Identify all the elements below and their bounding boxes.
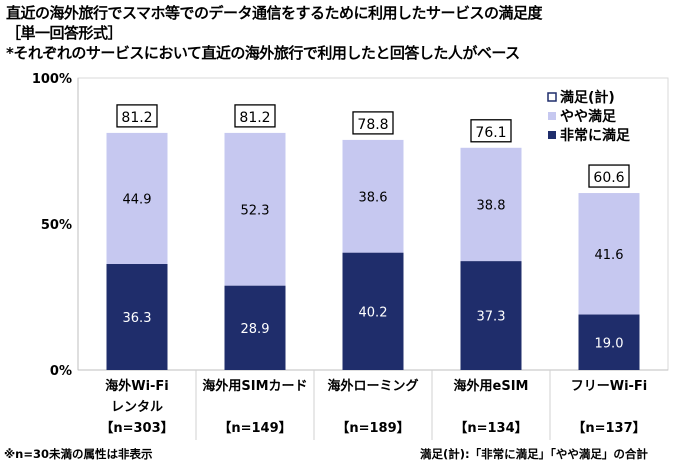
data-label: 19.0 — [595, 336, 624, 351]
total-label: 60.6 — [593, 170, 624, 186]
chart-title: 直近の海外旅行でスマホ等でのデータ通信をするために利用したサービスの満足度 — [6, 4, 543, 22]
x-tick-label: 海外Wi-Fi — [105, 378, 169, 394]
x-tick-label: 【n=189】 — [336, 420, 409, 436]
data-label: 28.9 — [241, 322, 270, 337]
x-tick-label: 【n=137】 — [572, 420, 645, 436]
x-tick-label: フリーWi-Fi — [571, 379, 648, 394]
total-label: 76.1 — [475, 125, 506, 141]
x-tick-label: 海外用eSIM — [454, 378, 529, 394]
bar-segment — [106, 264, 168, 370]
total-label: 78.8 — [357, 117, 388, 133]
data-label: 41.6 — [595, 248, 624, 263]
x-tick-label: 海外ローミング — [327, 378, 418, 394]
bar-segment — [578, 314, 640, 370]
total-box — [470, 119, 512, 143]
y-tick-label: 50% — [41, 218, 72, 233]
chart-subtitle: ［単一回答形式］ — [6, 24, 123, 42]
bar-segment — [460, 261, 522, 370]
x-tick-label: 【n=303】 — [100, 420, 173, 436]
total-label: 81.2 — [121, 110, 152, 126]
total-box — [116, 104, 158, 128]
bar-segment — [106, 132, 168, 265]
legend-swatch — [548, 131, 556, 139]
footnote-right: 満足(計):「非常に満足」「やや満足」の合計 — [420, 447, 648, 461]
bar-segment — [224, 132, 286, 286]
y-tick-label: 0% — [50, 364, 72, 379]
data-label: 52.3 — [241, 203, 270, 218]
total-box — [234, 104, 276, 128]
bar-segment — [342, 139, 404, 253]
legend-label: 満足(計) — [560, 89, 615, 106]
legend-label: やや満足 — [560, 108, 617, 125]
legend-swatch — [548, 112, 556, 120]
bar-segment — [224, 285, 286, 370]
data-label: 37.3 — [477, 310, 506, 325]
chart-note: *それぞれのサービスにおいて直近の海外旅行で利用したと回答した人がベース — [6, 44, 520, 62]
x-tick-label: 【n=134】 — [454, 420, 527, 436]
legend-swatch — [547, 92, 557, 102]
data-label: 38.8 — [477, 198, 506, 213]
data-label: 36.3 — [123, 311, 152, 326]
x-tick-label: 【n=149】 — [218, 420, 291, 436]
total-box — [352, 111, 394, 135]
total-box — [588, 164, 630, 188]
y-tick-label: 100% — [32, 72, 72, 87]
bar-segment — [578, 193, 640, 315]
x-tick-label: レンタル — [111, 400, 163, 415]
x-tick-label: 海外用SIMカード — [202, 378, 307, 394]
bar-segment — [460, 147, 522, 262]
legend-label: 非常に満足 — [560, 127, 631, 144]
data-label: 38.6 — [359, 190, 388, 205]
data-label: 44.9 — [123, 192, 152, 207]
footnote-left: ※n=30未満の属性は非表示 — [4, 447, 153, 461]
data-label: 40.2 — [359, 305, 388, 320]
bar-segment — [342, 252, 404, 370]
total-label: 81.2 — [239, 110, 270, 126]
